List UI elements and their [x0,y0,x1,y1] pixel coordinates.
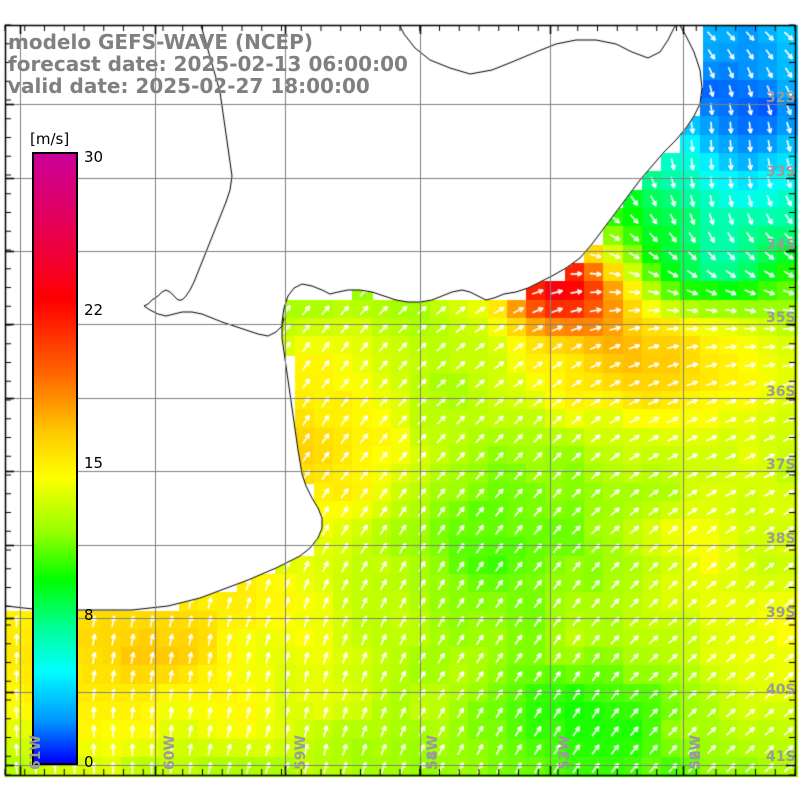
lon-label-52W: 52W [688,735,704,770]
colorbar-tick-8: 8 [84,606,94,624]
colorbar-tick-0: 0 [84,753,94,771]
lat-label-36S: 36S [766,384,796,400]
colorbar-tick-15: 15 [84,454,104,472]
lon-label-59W: 59W [293,735,309,770]
lat-label-39S: 39S [766,605,796,621]
colorbar-tick-22: 22 [84,301,104,319]
colorbar-tick-30: 30 [84,148,104,166]
forecast-date-label: forecast date: 2025-02-13 06:00:00 [8,52,408,76]
lat-label-35S: 35S [766,310,796,326]
lat-label-40S: 40S [766,682,796,698]
lat-label-37S: 37S [766,457,796,473]
lon-label-60W: 60W [162,735,178,770]
colorbar-gradient [34,154,76,763]
lat-label-33S: 33S [766,164,796,180]
lat-label-41S: 41S [766,749,796,765]
colorbar-unit-label: [m/s] [30,130,70,148]
valid-date-label: valid date: 2025-02-27 18:00:00 [8,74,370,98]
lat-label-34S: 34S [766,237,796,253]
lat-label-32S: 32S [766,90,796,106]
lon-label-61W: 61W [28,735,44,770]
colorbar [32,152,78,765]
model-title: modelo GEFS-WAVE (NCEP) [8,30,313,54]
lat-label-38S: 38S [766,531,796,547]
lon-label-53W: 53W [557,735,573,770]
lon-label-54W: 54W [425,735,441,770]
